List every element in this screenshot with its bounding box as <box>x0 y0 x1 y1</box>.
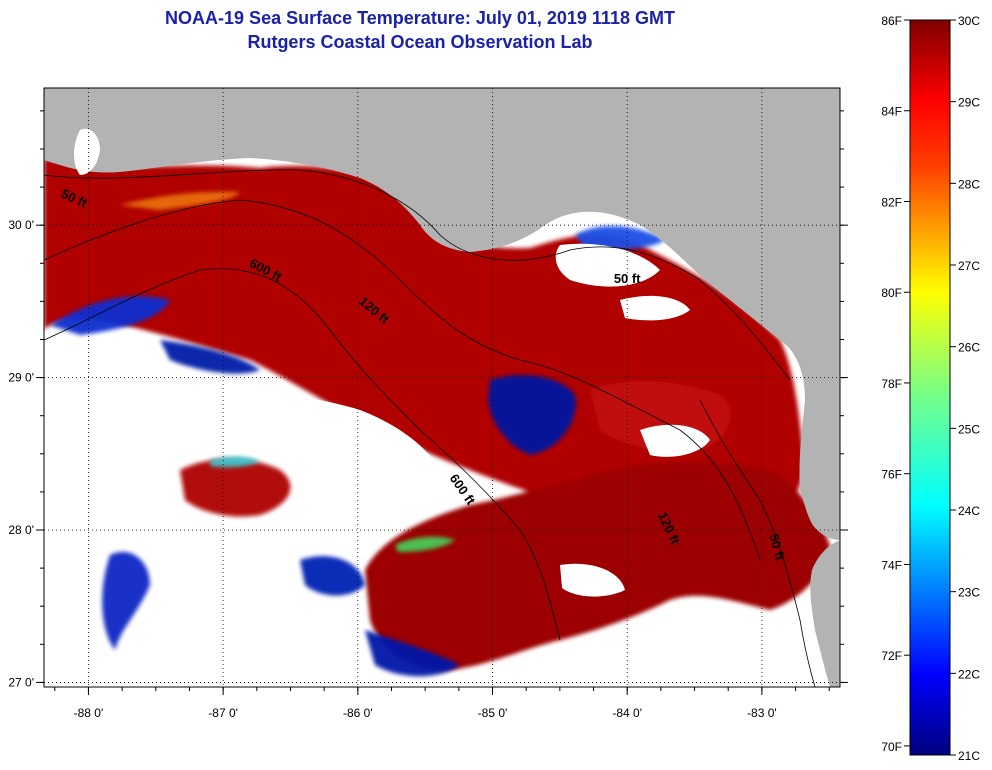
contour-label: 50 ft <box>614 271 641 286</box>
fahrenheit-label: 76F <box>881 468 902 482</box>
fahrenheit-label: 84F <box>881 105 902 119</box>
cloud-hole-5 <box>560 563 625 597</box>
contour-50ft-north <box>44 169 791 381</box>
celsius-label: 29C <box>958 96 980 110</box>
celsius-label: 25C <box>958 422 980 436</box>
warm-water-south-loop <box>365 462 830 671</box>
map-frame <box>43 87 841 688</box>
contour-50ft-east <box>699 399 816 687</box>
cloud-hole-3 <box>640 424 710 457</box>
cool-streak-north <box>575 225 665 250</box>
cool-patch-south <box>365 630 460 677</box>
map-subtitle: Rutgers Coastal Ocean Observation Lab <box>247 32 593 52</box>
warm-water-west-patch <box>180 458 291 517</box>
cool-patch-southwest2 <box>102 551 150 650</box>
celsius-label: 26C <box>958 341 980 355</box>
lon-tick-label: -84 0' <box>612 706 642 720</box>
lon-tick-label: -83 0' <box>747 706 777 720</box>
colorbar-gradient <box>909 19 951 756</box>
cloud-hole-6 <box>620 295 690 321</box>
lon-tick-label: -88 0' <box>74 706 104 720</box>
fahrenheit-label: 70F <box>881 740 902 754</box>
celsius-label: 21C <box>958 749 980 763</box>
celsius-label: 30C <box>958 14 980 28</box>
lat-tick-label: 29 0' <box>8 371 34 385</box>
fahrenheit-label: 86F <box>881 14 902 28</box>
fahrenheit-label: 74F <box>881 558 902 572</box>
map-title: NOAA-19 Sea Surface Temperature: July 01… <box>165 8 675 28</box>
lat-tick-label: 28 0' <box>8 523 34 537</box>
fahrenheit-label: 72F <box>881 649 902 663</box>
lon-tick-label: -85 0' <box>478 706 508 720</box>
celsius-label: 24C <box>958 504 980 518</box>
cloud-hole-2 <box>555 243 660 287</box>
lon-tick-label: -87 0' <box>208 706 238 720</box>
fahrenheit-label: 78F <box>881 377 902 391</box>
celsius-label: 23C <box>958 586 980 600</box>
peninsula-west-coast-land <box>810 540 840 687</box>
cool-patch-east <box>488 375 576 455</box>
fahrenheit-label: 80F <box>881 286 902 300</box>
lon-tick-label: -86 0' <box>343 706 373 720</box>
cool-streak-west <box>50 296 170 335</box>
cool-streak-central <box>160 340 260 374</box>
contour-label: 50 ft <box>766 532 788 562</box>
cloud-edge-cyan <box>210 456 260 468</box>
fahrenheit-label: 82F <box>881 195 902 209</box>
florida-land <box>44 88 840 540</box>
celsius-label: 28C <box>958 177 980 191</box>
celsius-label: 22C <box>958 667 980 681</box>
lat-tick-label: 27 0' <box>8 675 34 689</box>
cloud-edge-green <box>395 536 455 552</box>
lat-tick-label: 30 0' <box>8 218 34 232</box>
cloud-hole-1 <box>220 394 440 475</box>
contour-120ft <box>44 199 761 561</box>
cloud-hole-4 <box>60 378 130 399</box>
coastal-band-orange <box>120 191 240 210</box>
mobile-bay-white <box>74 128 100 175</box>
cool-patch-southwest <box>300 556 365 596</box>
celsius-label: 27C <box>958 259 980 273</box>
